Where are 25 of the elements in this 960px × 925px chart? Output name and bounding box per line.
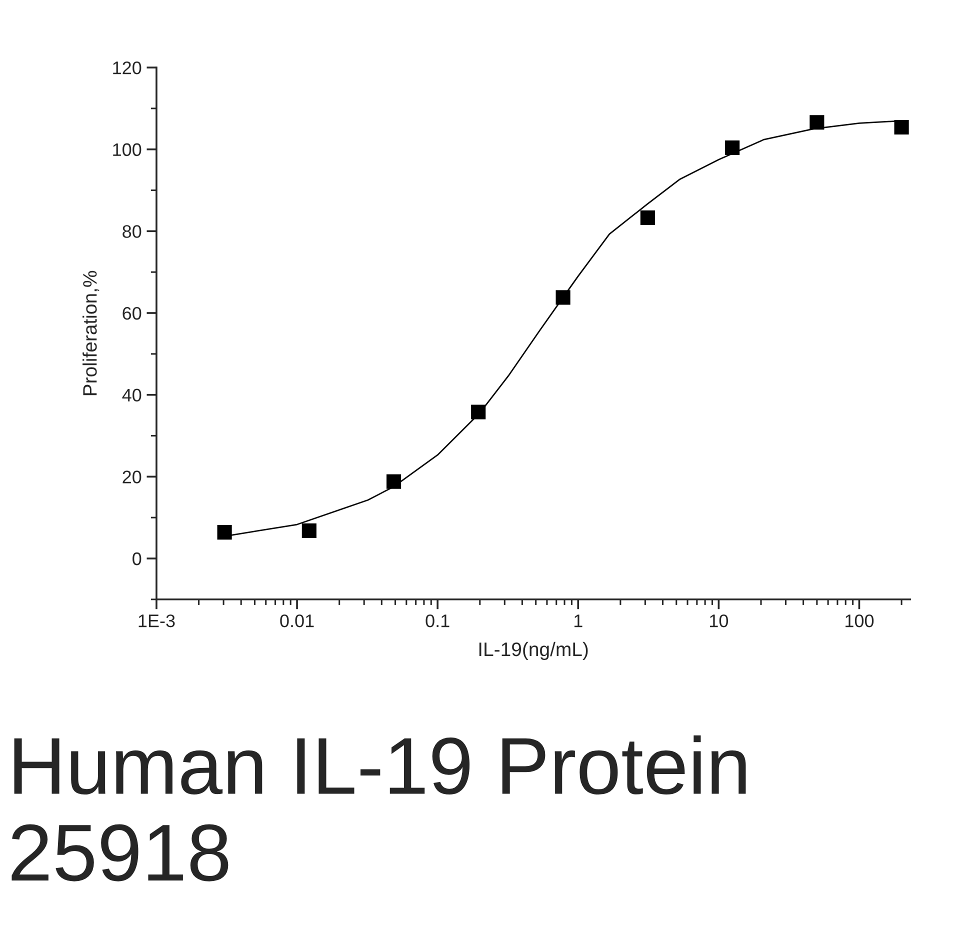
y-axis-title: Proliferation,% <box>82 270 100 396</box>
y-tick-label: 40 <box>122 388 142 402</box>
y-tick-label: 80 <box>122 225 142 238</box>
y-tick-label: 60 <box>122 306 142 320</box>
y-tick-label: 100 <box>113 143 142 156</box>
x-tick-label: 1 <box>574 614 582 628</box>
x-tick-label: 10 <box>710 614 728 628</box>
point <box>810 115 824 130</box>
point <box>471 404 486 420</box>
y-tick-label: 0 <box>132 552 142 566</box>
x-tick-label: 1E-3 <box>138 614 175 628</box>
x-axis-title: IL-19(ng/mL) <box>479 642 588 660</box>
point <box>386 474 402 489</box>
x-tick-label: 0.1 <box>426 614 450 628</box>
point <box>725 140 740 155</box>
point <box>302 523 316 538</box>
x-tick-label: 0.01 <box>280 614 314 628</box>
x-tick-label: 100 <box>846 614 874 628</box>
point <box>556 290 570 305</box>
y-tick-label: 20 <box>122 470 142 484</box>
y-tick-label: 120 <box>113 61 142 74</box>
point <box>217 525 232 540</box>
point <box>640 210 655 225</box>
point <box>894 120 909 135</box>
text: Human IL-19 Protein 25918 <box>12 735 746 882</box>
